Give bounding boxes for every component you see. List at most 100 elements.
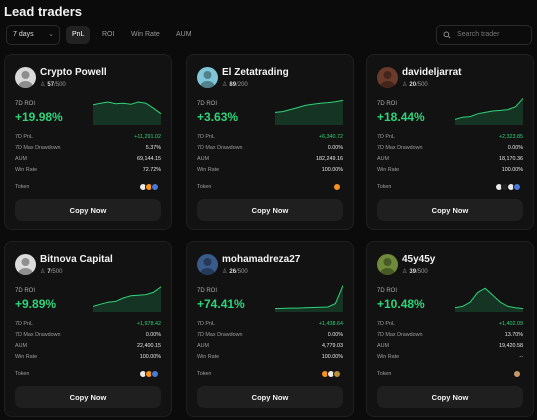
stat-row-win-rate: Win Rate -- bbox=[377, 354, 523, 362]
sparkline-area bbox=[93, 102, 161, 125]
followers-count: ♙ 7/500 bbox=[40, 269, 63, 275]
crypto-powell-avatar-icon bbox=[15, 67, 36, 88]
stat-row-win-rate: Win Rate 100.00% bbox=[197, 354, 343, 362]
token-icon bbox=[151, 370, 159, 378]
stat-value: 69,144.15 bbox=[137, 156, 161, 162]
roi-sparkline bbox=[455, 287, 523, 312]
roi-label: 7D ROI bbox=[15, 288, 36, 294]
trader-name[interactable]: 45y45y bbox=[402, 254, 436, 265]
trader-name[interactable]: El Zetatrading bbox=[222, 67, 289, 78]
tab-pnl[interactable]: PnL bbox=[66, 26, 91, 44]
stat-value: 100.00% bbox=[321, 167, 343, 173]
copy-now-button[interactable]: Copy Now bbox=[15, 386, 161, 408]
period-select[interactable]: 7 days ⌄ bbox=[6, 25, 60, 45]
followers-count: ♙ 20/500 bbox=[402, 82, 428, 88]
followers-count: ♙ 26/500 bbox=[222, 269, 248, 275]
stat-value: +2,323.85 bbox=[498, 134, 523, 140]
stat-label: 7D Max Drawdown bbox=[377, 145, 423, 151]
trader-card[interactable]: El Zetatrading ♙ 89/200 7D ROI +3.63% 7D PnL… bbox=[186, 54, 354, 230]
stat-label: Win Rate bbox=[15, 354, 38, 360]
stat-label: Win Rate bbox=[197, 167, 220, 173]
sparkline-area bbox=[275, 100, 343, 125]
stat-value: 0.00% bbox=[327, 332, 343, 338]
stat-label: 7D Max Drawdown bbox=[15, 332, 61, 338]
stat-row-pnl: 7D PnL +1,978.42 bbox=[15, 321, 161, 329]
tab-aum[interactable]: AUM bbox=[176, 31, 192, 38]
roi-sparkline bbox=[275, 285, 343, 312]
stat-label: AUM bbox=[377, 343, 389, 349]
trader-card[interactable]: mohamadreza27 ♙ 26/500 7D ROI +74.41% 7D PnL… bbox=[186, 241, 354, 417]
stat-row-aum: AUM 4,779.03 bbox=[197, 343, 343, 351]
trader-name[interactable]: davideljarrat bbox=[402, 67, 462, 78]
sparkline-line bbox=[455, 287, 523, 310]
stat-value: 18,170.36 bbox=[499, 156, 523, 162]
stat-value: 22,400.15 bbox=[137, 343, 161, 349]
stat-value: 72.72% bbox=[142, 167, 161, 173]
trader-name[interactable]: Bitnova Capital bbox=[40, 254, 113, 265]
copy-now-button[interactable]: Copy Now bbox=[197, 386, 343, 408]
token-list bbox=[321, 370, 341, 379]
chevron-down-icon: ⌄ bbox=[48, 31, 54, 38]
mohamadreza27-avatar-icon bbox=[197, 254, 218, 275]
bitnova-capital-avatar-icon bbox=[15, 254, 36, 275]
sparkline-line bbox=[93, 101, 161, 115]
stat-label: 7D Max Drawdown bbox=[377, 332, 423, 338]
sparkline-area bbox=[93, 286, 161, 312]
stat-row-max-drawdown: 7D Max Drawdown 13.70% bbox=[377, 332, 523, 340]
copy-now-button[interactable]: Copy Now bbox=[15, 199, 161, 221]
stat-label: 7D PnL bbox=[377, 321, 395, 327]
sparkline-line bbox=[275, 99, 343, 113]
search-placeholder: Search trader bbox=[457, 31, 500, 38]
stat-value: +11,291.02 bbox=[134, 134, 161, 140]
stat-label: 7D PnL bbox=[15, 321, 33, 327]
sparkline-area bbox=[455, 288, 523, 312]
trader-card[interactable]: 45y45y ♙ 39/500 7D ROI +10.48% 7D PnL +1,402… bbox=[366, 241, 534, 417]
trader-card[interactable]: Crypto Powell ♙ 57/500 7D ROI +19.98% 7D PnL… bbox=[4, 54, 172, 230]
roi-sparkline bbox=[93, 101, 161, 125]
stat-label: AUM bbox=[15, 156, 27, 162]
sparkline-line bbox=[93, 286, 161, 307]
stat-label: Win Rate bbox=[377, 167, 400, 173]
roi-value: +3.63% bbox=[197, 110, 239, 124]
stat-row-win-rate: Win Rate 72.72% bbox=[15, 167, 161, 175]
roi-sparkline bbox=[455, 98, 523, 125]
stat-row-aum: AUM 22,400.15 bbox=[15, 343, 161, 351]
tab-roi[interactable]: ROI bbox=[102, 31, 115, 38]
copy-now-button[interactable]: Copy Now bbox=[377, 386, 523, 408]
davideljarrat-avatar-icon bbox=[377, 67, 398, 88]
token-icon bbox=[333, 370, 341, 378]
followers-count: ♙ 89/200 bbox=[222, 82, 248, 88]
roi-value: +74.41% bbox=[197, 297, 245, 311]
trader-name[interactable]: mohamadreza27 bbox=[222, 254, 301, 265]
stat-row-max-drawdown: 7D Max Drawdown 5.37% bbox=[15, 145, 161, 153]
user-icon: ♙ bbox=[40, 269, 46, 275]
user-icon: ♙ bbox=[222, 82, 228, 88]
stat-value: +1,402.09 bbox=[498, 321, 523, 327]
stat-label: Win Rate bbox=[377, 354, 400, 360]
trader-name[interactable]: Crypto Powell bbox=[40, 67, 107, 78]
sparkline-area bbox=[275, 285, 343, 312]
stat-label: Win Rate bbox=[197, 354, 220, 360]
token-label: Token bbox=[197, 371, 212, 377]
trader-card[interactable]: davideljarrat ♙ 20/500 7D ROI +18.44% 7D PnL… bbox=[366, 54, 534, 230]
stat-label: AUM bbox=[197, 343, 209, 349]
stat-label: 7D PnL bbox=[377, 134, 395, 140]
tab-win-rate[interactable]: Win Rate bbox=[131, 31, 160, 38]
roi-value: +19.98% bbox=[15, 110, 63, 124]
token-label: Token bbox=[15, 371, 30, 377]
trader-card[interactable]: Bitnova Capital ♙ 7/500 7D ROI +9.89% 7D PnL… bbox=[4, 241, 172, 417]
token-label: Token bbox=[377, 371, 392, 377]
stat-label: AUM bbox=[15, 343, 27, 349]
stat-row-pnl: 7D PnL +11,291.02 bbox=[15, 134, 161, 142]
token-label: Token bbox=[377, 184, 392, 190]
stat-row-pnl: 7D PnL +1,402.09 bbox=[377, 321, 523, 329]
roi-sparkline bbox=[93, 286, 161, 312]
followers-count: ♙ 57/500 bbox=[40, 82, 66, 88]
user-icon: ♙ bbox=[402, 269, 408, 275]
stat-value: 13.70% bbox=[504, 332, 523, 338]
stat-label: 7D PnL bbox=[197, 321, 215, 327]
search-input[interactable]: Search trader bbox=[436, 25, 532, 45]
copy-now-button[interactable]: Copy Now bbox=[197, 199, 343, 221]
token-label: Token bbox=[15, 184, 30, 190]
copy-now-button[interactable]: Copy Now bbox=[377, 199, 523, 221]
